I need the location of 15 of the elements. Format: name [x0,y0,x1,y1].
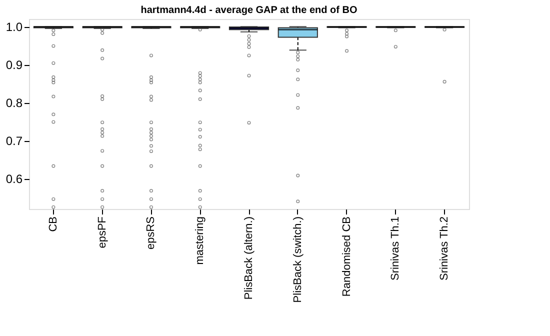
y-tick-label: 0.6 [6,172,23,186]
x-tick-label: epsPF [96,216,108,248]
x-tick-label: PlisBack (altern.) [243,216,255,300]
x-tick-label: Randomised CB [340,216,353,297]
y-tick-label: 0.8 [6,96,23,110]
x-tick-label: Srinivas Th.1 [390,216,402,280]
y-tick-label: 1.0 [6,20,23,34]
y-tick-label: 0.7 [6,134,23,148]
x-tick-label: epsRS [145,216,158,250]
y-tick-label: 0.9 [6,58,23,72]
x-tick-label: mastering [194,216,206,265]
chart-title: hartmann4.4d - average GAP at the end of BO [140,5,358,16]
x-tick-label: Srinivas Th.2 [438,216,451,280]
x-tick-label: CB [47,216,60,232]
x-tick-label: PlisBack (switch.) [292,216,304,303]
